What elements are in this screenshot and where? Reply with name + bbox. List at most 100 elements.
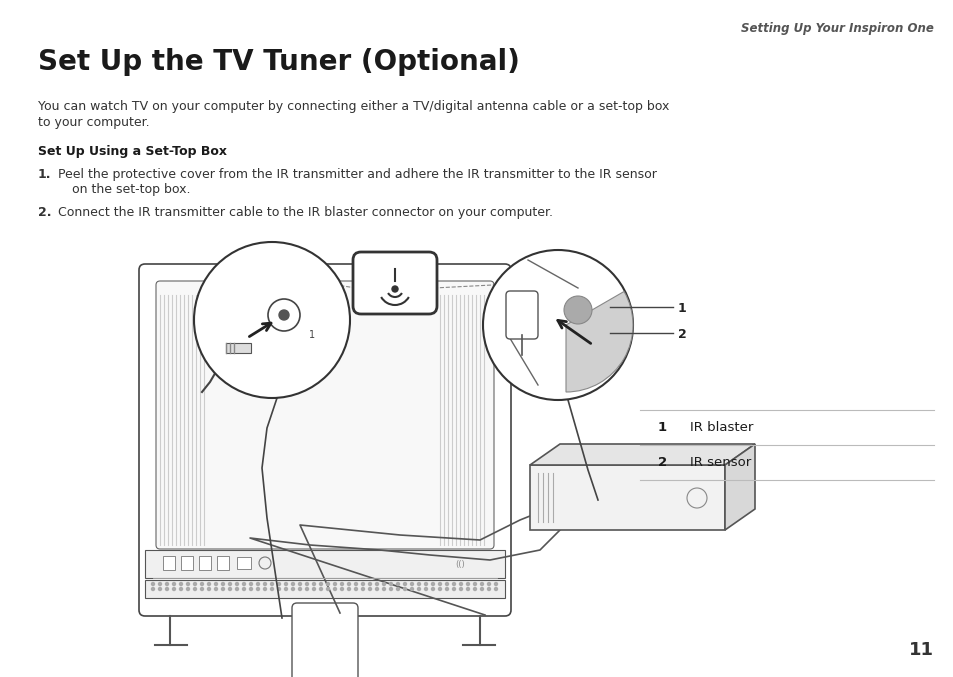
- Polygon shape: [724, 444, 754, 530]
- Circle shape: [292, 588, 294, 590]
- Bar: [226, 343, 251, 353]
- Text: 1.: 1.: [38, 168, 51, 181]
- Circle shape: [271, 588, 274, 590]
- Circle shape: [263, 588, 266, 590]
- Circle shape: [466, 588, 469, 590]
- Circle shape: [242, 588, 245, 590]
- Circle shape: [382, 588, 385, 590]
- Circle shape: [389, 588, 392, 590]
- Circle shape: [298, 588, 301, 590]
- Circle shape: [250, 582, 253, 586]
- Circle shape: [355, 582, 357, 586]
- Circle shape: [396, 582, 399, 586]
- Circle shape: [563, 296, 592, 324]
- Circle shape: [277, 588, 280, 590]
- Circle shape: [438, 588, 441, 590]
- Circle shape: [193, 582, 196, 586]
- Circle shape: [473, 588, 476, 590]
- Circle shape: [403, 588, 406, 590]
- Circle shape: [242, 582, 245, 586]
- Circle shape: [466, 582, 469, 586]
- Text: Peel the protective cover from the IR transmitter and adhere the IR transmitter : Peel the protective cover from the IR tr…: [58, 168, 657, 181]
- Circle shape: [340, 588, 343, 590]
- Circle shape: [459, 588, 462, 590]
- Circle shape: [305, 588, 308, 590]
- Text: IR sensor: IR sensor: [689, 456, 750, 469]
- Circle shape: [200, 582, 203, 586]
- FancyBboxPatch shape: [353, 252, 436, 314]
- Circle shape: [487, 588, 490, 590]
- Circle shape: [313, 582, 315, 586]
- Text: Setting Up Your Inspiron One: Setting Up Your Inspiron One: [740, 22, 933, 35]
- Circle shape: [368, 588, 371, 590]
- Circle shape: [165, 588, 169, 590]
- Circle shape: [473, 582, 476, 586]
- Circle shape: [208, 582, 211, 586]
- Circle shape: [221, 588, 224, 590]
- Circle shape: [250, 588, 253, 590]
- Circle shape: [347, 582, 350, 586]
- Text: on the set-top box.: on the set-top box.: [71, 183, 191, 196]
- Text: 2: 2: [658, 456, 666, 469]
- Circle shape: [417, 582, 420, 586]
- Bar: [199, 556, 211, 570]
- Circle shape: [334, 588, 336, 590]
- Wedge shape: [565, 292, 633, 392]
- Circle shape: [403, 582, 406, 586]
- Circle shape: [431, 582, 434, 586]
- Text: IR blaster: IR blaster: [689, 421, 753, 434]
- Circle shape: [396, 588, 399, 590]
- Bar: [216, 556, 229, 570]
- FancyBboxPatch shape: [139, 264, 511, 616]
- Circle shape: [172, 582, 175, 586]
- Bar: [181, 556, 193, 570]
- Circle shape: [284, 582, 287, 586]
- Circle shape: [340, 582, 343, 586]
- Circle shape: [326, 582, 329, 586]
- Circle shape: [221, 582, 224, 586]
- Circle shape: [487, 582, 490, 586]
- Circle shape: [292, 582, 294, 586]
- Circle shape: [375, 582, 378, 586]
- Circle shape: [494, 588, 497, 590]
- Text: 2: 2: [678, 328, 686, 341]
- Circle shape: [256, 582, 259, 586]
- Circle shape: [424, 588, 427, 590]
- Circle shape: [410, 582, 413, 586]
- Circle shape: [256, 588, 259, 590]
- Circle shape: [158, 588, 161, 590]
- Circle shape: [172, 588, 175, 590]
- Circle shape: [361, 582, 364, 586]
- Circle shape: [445, 582, 448, 586]
- Circle shape: [214, 582, 217, 586]
- Circle shape: [152, 588, 154, 590]
- Circle shape: [431, 588, 434, 590]
- Circle shape: [277, 582, 280, 586]
- Circle shape: [158, 582, 161, 586]
- Text: 1: 1: [309, 330, 314, 340]
- Circle shape: [313, 588, 315, 590]
- FancyBboxPatch shape: [292, 603, 357, 677]
- Bar: [163, 556, 174, 570]
- Circle shape: [445, 588, 448, 590]
- Circle shape: [424, 582, 427, 586]
- Circle shape: [482, 250, 633, 400]
- Circle shape: [452, 582, 455, 586]
- Circle shape: [193, 588, 196, 590]
- Circle shape: [214, 588, 217, 590]
- Circle shape: [361, 588, 364, 590]
- Circle shape: [179, 588, 182, 590]
- Circle shape: [334, 582, 336, 586]
- Circle shape: [410, 588, 413, 590]
- Circle shape: [319, 582, 322, 586]
- Circle shape: [375, 588, 378, 590]
- Circle shape: [305, 582, 308, 586]
- Circle shape: [494, 582, 497, 586]
- Circle shape: [193, 242, 350, 398]
- Circle shape: [480, 582, 483, 586]
- Circle shape: [389, 582, 392, 586]
- FancyBboxPatch shape: [156, 281, 494, 549]
- Text: 11: 11: [908, 641, 933, 659]
- Bar: [145, 550, 504, 578]
- Text: Set Up the TV Tuner (Optional): Set Up the TV Tuner (Optional): [38, 48, 519, 76]
